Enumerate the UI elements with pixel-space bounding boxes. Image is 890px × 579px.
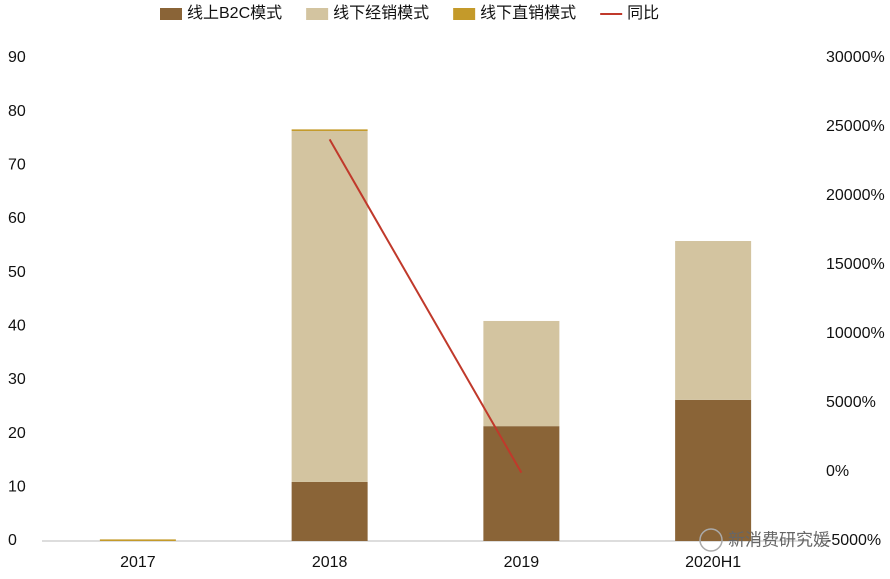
y-tick-label: 30 [8,371,26,388]
y2-tick-label: 0% [826,463,849,480]
x-tick-label: 2017 [120,554,156,571]
x-tick-label: 2018 [312,554,348,571]
y2-tick-label: 5000% [826,394,876,411]
bar-segment [291,130,368,482]
x-tick-label: 2019 [504,554,540,571]
y2-tick-label: 15000% [826,256,885,273]
y-tick-label: 40 [8,318,26,335]
bar-segment [291,129,368,131]
bar-segment [483,426,560,541]
legend-swatch [306,8,329,20]
y-tick-label: 0 [8,532,17,549]
legend-swatch [453,8,476,20]
y2-tick-label: 10000% [826,325,885,342]
y-tick-label: 90 [8,49,26,66]
bar-segment [99,539,176,541]
legend-label: 线上B2C模式 [187,4,282,22]
bar-segment [675,399,752,541]
y-tick-label: 80 [8,103,26,120]
legend-swatch [160,8,182,20]
y2-tick-label: 20000% [826,187,885,204]
watermark-icon [699,528,723,552]
bar-segment [675,241,752,400]
legend-label: 同比 [627,4,659,22]
bar-segment [483,320,560,427]
bar-segment [291,481,368,541]
y-tick-label: 20 [8,425,26,442]
y-tick-label: 10 [8,479,26,496]
y2-tick-label: 30000% [826,49,885,66]
y2-tick-label: 25000% [826,118,885,135]
x-tick-label: 2020H1 [685,554,741,571]
watermark: 新消费研究媛 [728,530,830,549]
y-tick-label: 70 [8,157,26,174]
y-tick-label: 60 [8,210,26,227]
line-series [328,138,523,474]
y2-tick-label: -5000% [826,532,881,549]
legend-label: 线下经销模式 [333,4,429,22]
y-tick-label: 50 [8,264,26,281]
legend-label: 线下直销模式 [480,4,576,22]
